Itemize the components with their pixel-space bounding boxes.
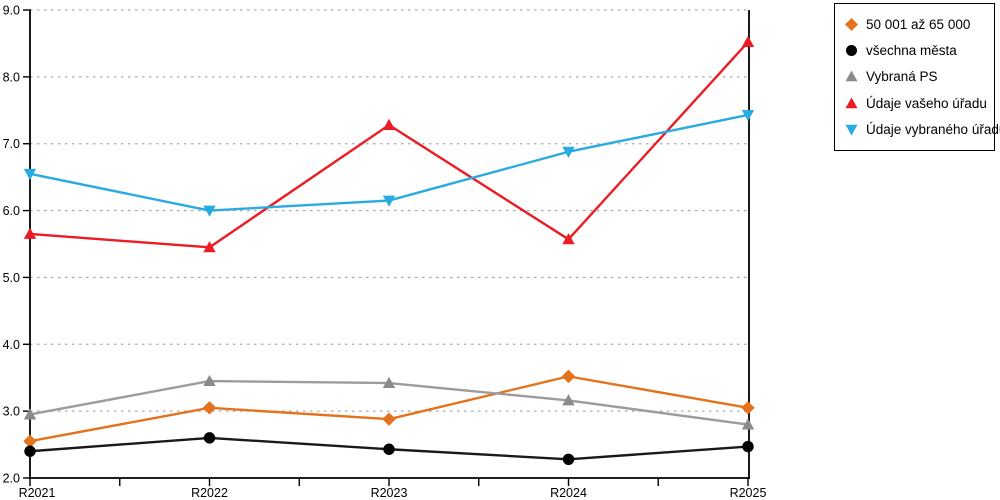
circle-glyph [845,45,858,57]
x-tick-label: R2023 [371,486,408,500]
data-point-s0-R2024 [561,369,576,384]
legend-label: Údaje vybraného úřadu [866,121,1000,137]
data-point-s2-R2021 [23,408,37,420]
legend-item-4: Údaje vybraného úřadu [844,122,1000,137]
x-tick-label: R2022 [191,486,228,500]
legend-item-3: Údaje vašeho úřadu [844,96,994,111]
y-tick-label: 3.0 [3,405,20,419]
data-point-s0-R2023 [382,412,396,426]
series-line-3 [29,41,749,249]
data-point-s2-R2024 [562,394,575,406]
triangle-up-icon [845,70,858,82]
data-point-s3-R2024 [562,233,575,245]
data-point-s1-R2024 [562,453,575,465]
diamond-glyph [845,18,858,32]
legend-item-1: všechna města [844,43,994,58]
triangle-down-glyph [845,124,858,136]
y-tick-label: 8.0 [3,70,20,84]
y-tick-label: 7.0 [3,137,20,151]
data-point-s0-R2022 [202,401,217,415]
data-point-s1-R2021 [24,445,36,457]
x-tick-label: R2021 [19,486,56,500]
data-point-s3-R2023 [382,118,396,130]
data-point-s1-R2025 [742,440,754,453]
legend-item-0: 50 001 až 65 000 [844,17,994,32]
y-tick-label: 5.0 [3,271,20,285]
data-point-s4-R2021 [23,168,37,180]
legend-item-2: Vybraná PS [844,69,994,84]
data-point-s2-R2022 [203,374,216,387]
diamond-icon [845,18,858,32]
legend: 50 001 až 65 000 všechna města Vybraná P… [834,3,1000,151]
data-point-s4-R2023 [382,195,396,207]
legend-label: Údaje vašeho úřadu [866,95,987,111]
triangle-up-icon [845,97,858,108]
data-point-s4-R2025 [741,110,755,122]
y-tick-label: 6.0 [3,204,20,218]
data-point-s1-R2022 [203,432,216,444]
circle-icon [845,45,858,57]
data-point-s4-R2024 [562,146,575,158]
data-point-s1-R2023 [383,443,395,455]
triangle-up-glyph [845,97,858,108]
data-point-s0-R2021 [23,434,37,448]
legend-label: Vybraná PS [866,69,938,85]
legend-label: všechna města [866,43,957,59]
data-point-s3-R2022 [203,241,216,253]
triangle-down-icon [845,124,858,136]
legend-label: 50 001 až 65 000 [866,17,971,33]
y-tick-label: 9.0 [3,4,20,18]
data-point-s0-R2025 [741,401,755,415]
y-tick-label: 4.0 [3,338,20,352]
data-point-s4-R2022 [203,205,216,217]
data-point-s2-R2023 [382,376,396,389]
y-tick-label: 2.0 [3,472,20,486]
data-point-s3-R2021 [23,227,37,239]
x-tick-label: R2025 [730,486,767,500]
triangle-up-glyph [845,70,858,82]
x-tick-label: R2024 [550,486,587,500]
data-point-s2-R2025 [741,418,755,430]
data-point-s3-R2025 [741,35,755,48]
